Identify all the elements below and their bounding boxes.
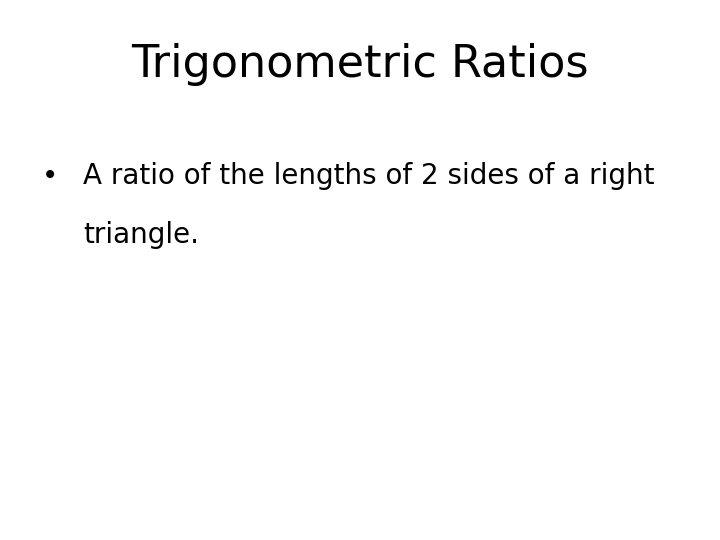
Text: Trigonometric Ratios: Trigonometric Ratios — [131, 43, 589, 86]
Text: triangle.: triangle. — [83, 221, 199, 249]
Text: •: • — [42, 162, 58, 190]
Text: A ratio of the lengths of 2 sides of a right: A ratio of the lengths of 2 sides of a r… — [83, 162, 654, 190]
